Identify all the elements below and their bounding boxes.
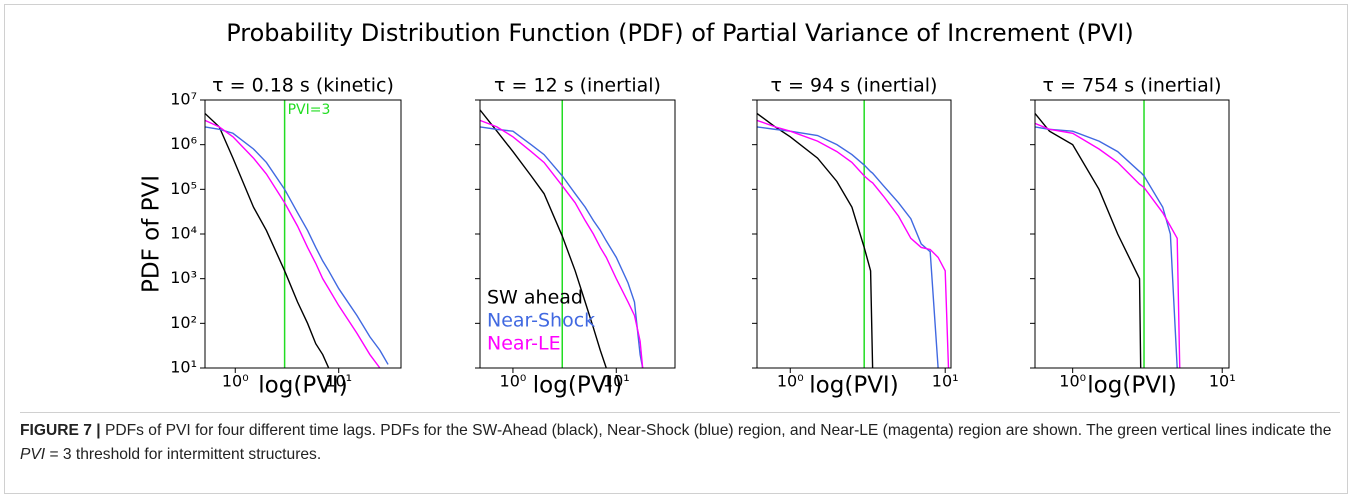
series-line	[757, 119, 950, 368]
series-line	[1035, 113, 1142, 368]
axes-frame	[1034, 99, 1230, 369]
x-axis-label: log(PVI)	[533, 373, 622, 399]
y-tick-label: 10²	[170, 313, 197, 332]
y-tick-label: 10⁴	[170, 224, 197, 243]
caption-text: = 3 threshold for intermittent structure…	[45, 446, 322, 463]
series-line	[205, 112, 330, 368]
y-axis-label: PDF of PVI	[139, 175, 165, 293]
x-tick-label: 10¹	[1209, 372, 1236, 391]
x-axis-label: log(PVI)	[809, 373, 898, 399]
annotation: PVI=3	[288, 102, 331, 118]
series-line	[205, 126, 389, 365]
y-tick-label: 10⁷	[170, 90, 197, 109]
series-line	[480, 119, 644, 368]
caption-label: FIGURE 7 |	[20, 422, 101, 439]
y-tick-label: 10⁶	[170, 134, 197, 153]
legend-entry: Near-Shock	[487, 310, 595, 332]
axes-frame	[479, 99, 676, 369]
figure-frame	[4, 4, 1348, 494]
x-axis-label: log(PVI)	[1087, 373, 1176, 399]
panel-title: τ = 0.18 s (kinetic)	[212, 75, 394, 97]
y-tick-label: 10¹	[170, 358, 197, 377]
x-tick-label: 10⁰	[222, 372, 249, 391]
caption-italic: PVI	[20, 446, 46, 463]
x-tick-label: 10⁰	[500, 372, 527, 391]
x-tick-label: 10¹	[325, 372, 352, 391]
series-line	[480, 109, 607, 368]
series-line	[757, 126, 939, 368]
axes-frame	[204, 99, 402, 369]
x-tick-label: 10¹	[603, 372, 630, 391]
series-line	[480, 126, 644, 368]
x-tick-label: 10⁰	[777, 372, 804, 391]
series-line	[1035, 122, 1181, 368]
x-tick-label: 10⁰	[1059, 372, 1086, 391]
legend-entry: SW ahead	[487, 287, 583, 309]
caption-text: PDFs of PVI for four different time lags…	[104, 422, 1332, 439]
x-axis-label: log(PVI)	[258, 373, 347, 399]
figure: Probability Distribution Function (PDF) …	[139, 19, 1236, 399]
series-line	[205, 119, 381, 368]
panel-title: τ = 754 s (inertial)	[1043, 75, 1222, 97]
series-line	[1035, 126, 1178, 368]
panel-title: τ = 94 s (inertial)	[771, 75, 938, 97]
caption: FIGURE 7 | PDFs of PVI for four differen…	[20, 412, 1340, 467]
axes-frame	[756, 99, 952, 369]
legend-entry: Near-LE	[487, 333, 561, 355]
y-tick-label: 10³	[170, 268, 197, 287]
panel-title: τ = 12 s (inertial)	[494, 75, 661, 97]
figure-title: Probability Distribution Function (PDF) …	[226, 19, 1134, 47]
series-line	[757, 112, 874, 368]
y-tick-label: 10⁵	[170, 179, 197, 198]
x-tick-label: 10¹	[932, 372, 959, 391]
